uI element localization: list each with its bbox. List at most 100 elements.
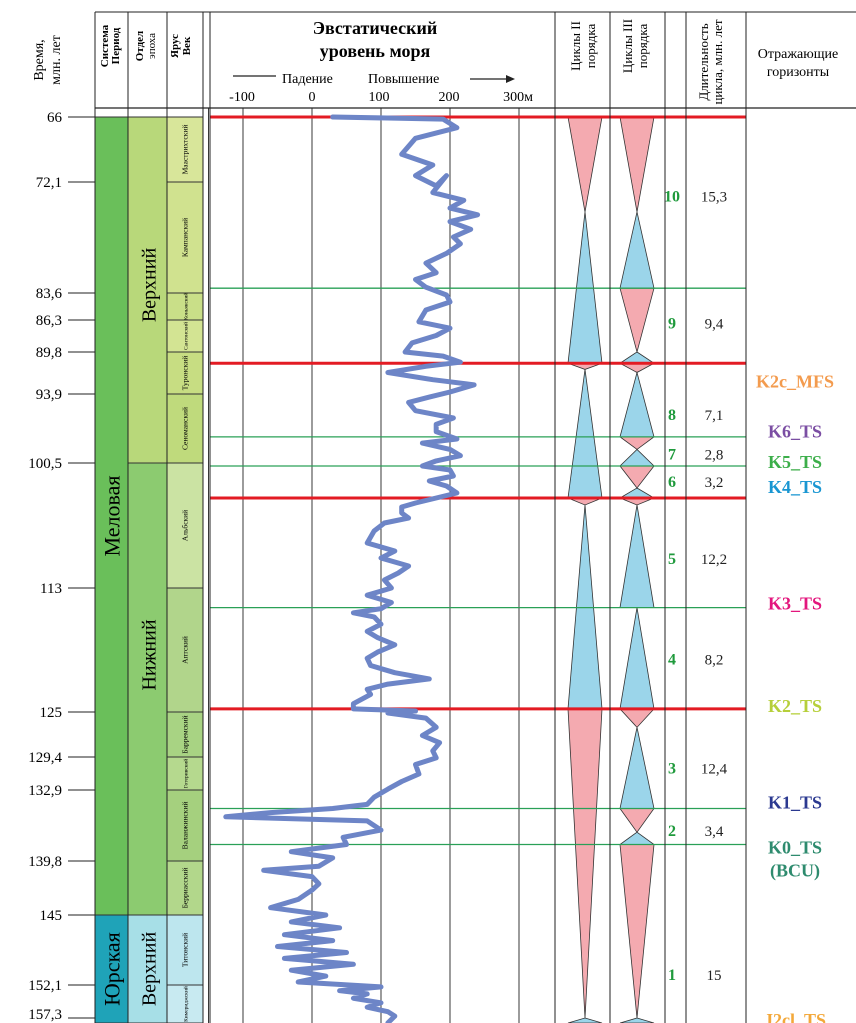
cycle-number: 2 (668, 823, 676, 840)
cycle3-triangle (619, 808, 655, 833)
stage-band (166, 711, 204, 758)
scale-tick-200: 200 (439, 90, 460, 105)
horizon-label: (BCU) (770, 860, 820, 881)
horizon-label: K3_TS (768, 594, 822, 614)
horizon-label: K6_TS (768, 422, 822, 442)
cycle3-triangle (619, 844, 655, 1019)
header-cycles3-sub: порядка (635, 24, 650, 69)
cycle-number: 9 (668, 316, 676, 333)
stage-label: Барремский (181, 715, 190, 753)
cycle3-triangle (619, 504, 655, 609)
stage-label: Берриасский (181, 868, 190, 909)
horizon-label: K5_TS (768, 452, 822, 472)
cycle-duration: 9,4 (705, 317, 724, 333)
stage-label: Коньякский (183, 293, 190, 321)
scale-tick-300: 300м (503, 90, 533, 105)
cycle-number: 4 (668, 651, 676, 668)
curve-title-1: Эвстатический (313, 18, 437, 38)
epoch-band (127, 914, 168, 1023)
cycle-duration: 12,2 (701, 552, 727, 568)
stage-label: Титонский (181, 933, 190, 967)
cycle-number: 3 (668, 760, 676, 777)
time-tick-label: 83,6 (36, 286, 63, 302)
header-system: Система (99, 24, 111, 67)
stage-label: Валанжинский (181, 802, 190, 850)
cycle-number: 6 (668, 474, 676, 491)
rise-arrow-head (506, 75, 515, 83)
header-time-unit: млн. лет (49, 35, 64, 85)
period-label: Меловая (100, 476, 125, 557)
stratigraphic-columns: Меловая Юрская Верхний Нижний Верхний Маастри… (94, 116, 204, 1023)
cycle2-triangle (567, 116, 603, 212)
epoch-label: Нижний (139, 619, 161, 690)
stage-band (166, 860, 204, 916)
stage-label: Альбский (181, 510, 190, 541)
header-cycles2-sub: порядка (583, 24, 598, 69)
horizon-label: K2c_MFS (756, 372, 834, 392)
cycle3-triangle (618, 351, 656, 364)
scale-tick-100: 100 (369, 90, 390, 105)
stage-label: Кампанский (181, 218, 190, 257)
header-age: Век (181, 36, 193, 55)
cycle3-triangle (618, 436, 656, 450)
cycle3-triangle (619, 370, 655, 438)
cycle3-triangle (619, 727, 655, 809)
header: Время, млн. лет Система Период Отдел эпо… (32, 18, 838, 105)
time-tick-label: 157,3 (28, 1007, 62, 1023)
cycle-number: 7 (668, 447, 676, 464)
boundary-lines (210, 115, 746, 846)
time-tick-label: 89,8 (36, 345, 62, 361)
cycle-number: 8 (668, 407, 676, 424)
header-duration: Длительность (696, 23, 711, 100)
epoch-band (127, 116, 168, 464)
cycle-columns (567, 116, 656, 1023)
cycle-duration: 3,4 (705, 824, 724, 840)
cycle3-triangle (619, 1017, 655, 1023)
stage-band (166, 914, 204, 986)
time-tick-label: 145 (40, 908, 63, 924)
stage-label: Маастрихтский (181, 125, 190, 175)
header-cycles3: Циклы III (620, 19, 635, 73)
cycle-duration: 12,4 (701, 761, 728, 777)
scale-tick-m100: -100 (229, 90, 255, 105)
stage-band (166, 462, 204, 589)
time-tick-label: 125 (40, 705, 63, 721)
cycle-duration: 15 (707, 968, 722, 984)
cycle3-triangle (618, 831, 656, 845)
stage-label: Готеривский (183, 759, 190, 789)
time-tick-label: 129,4 (28, 750, 62, 766)
epoch-band (127, 462, 168, 916)
header-horizons: Отражающие (758, 47, 838, 62)
stage-label: Сеноманский (181, 407, 190, 450)
cycle3-triangle (619, 287, 655, 354)
stage-band (166, 756, 204, 791)
time-tick-label: 132,9 (28, 783, 62, 799)
cycle-duration: 15,3 (701, 190, 727, 206)
frame (94, 11, 856, 1023)
right-labels: 10 15,3 9 9,4 8 7,1 7 2,8 6 3,2 5 12,2 4 8,2 3 12,4 2 3,4… (664, 189, 834, 1023)
horizon-label: K4_TS (768, 477, 822, 497)
stage-label: Аптский (181, 636, 190, 664)
cycle3-triangle (619, 211, 655, 289)
horizon-label: K0_TS (768, 838, 822, 858)
cycle2-triangle (567, 708, 603, 1019)
time-tick-label: 66 (47, 110, 63, 126)
cycle3-triangle (619, 448, 655, 467)
epoch-label: Верхний (139, 932, 161, 1007)
header-period: Период (110, 27, 122, 64)
cycle2-triangle (567, 504, 603, 710)
horizon-label: J2cl_TS (764, 1010, 826, 1023)
cycle3-triangle (619, 465, 655, 489)
cycle3-triangle (619, 607, 655, 710)
time-tick-label: 152,1 (28, 978, 62, 994)
time-tick-label: 139,8 (28, 854, 62, 870)
horizon-label: K2_TS (768, 696, 822, 716)
header-stage: Ярус (169, 34, 181, 58)
time-tick-label: 86,3 (36, 313, 62, 329)
stage-label: Туронский (181, 356, 190, 390)
header-epoch-sub: эпоха (146, 33, 158, 59)
cycle-duration: 7,1 (705, 408, 724, 424)
cycle-duration: 3,2 (705, 475, 724, 491)
sea-level-curve (223, 114, 481, 1023)
